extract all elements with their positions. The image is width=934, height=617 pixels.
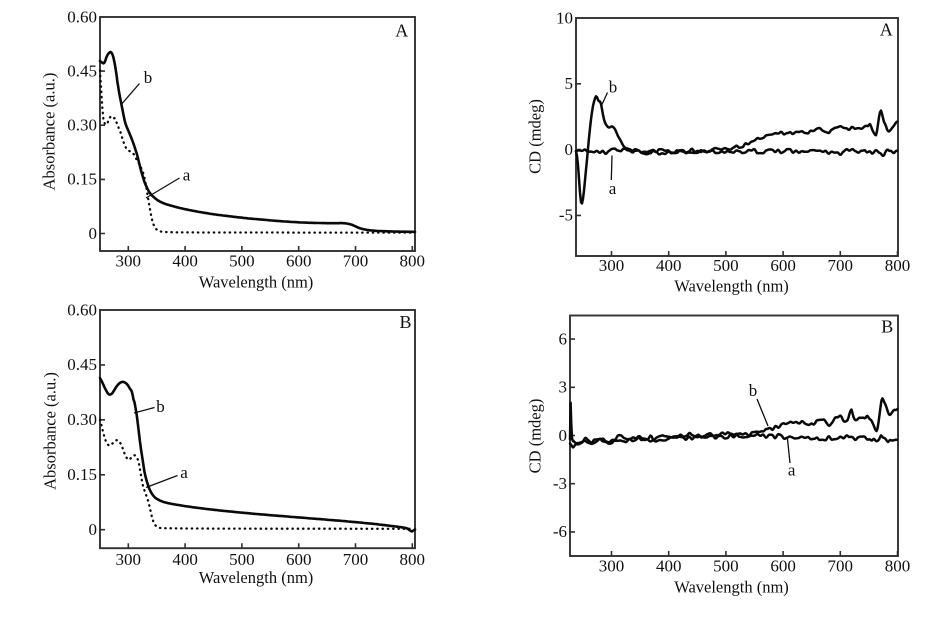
svg-text:Wavelength (nm): Wavelength (nm) — [674, 577, 789, 596]
svg-text:400: 400 — [656, 256, 682, 275]
svg-text:b: b — [156, 397, 165, 416]
svg-text:B: B — [399, 312, 411, 332]
svg-text:800: 800 — [400, 550, 426, 569]
svg-text:800: 800 — [400, 251, 426, 270]
svg-text:Wavelength (nm): Wavelength (nm) — [199, 272, 314, 291]
svg-text:0.60: 0.60 — [67, 7, 97, 26]
svg-text:3: 3 — [559, 378, 568, 397]
svg-text:-5: -5 — [559, 206, 573, 225]
svg-text:Absorbance (a.u.): Absorbance (a.u.) — [40, 372, 59, 490]
svg-text:500: 500 — [229, 251, 255, 270]
svg-text:Wavelength (nm): Wavelength (nm) — [674, 276, 789, 295]
svg-text:700: 700 — [828, 556, 854, 575]
svg-text:A: A — [395, 21, 408, 41]
svg-text:Absorbance (a.u.): Absorbance (a.u.) — [39, 73, 58, 191]
svg-text:b: b — [609, 78, 618, 97]
svg-text:700: 700 — [343, 550, 369, 569]
svg-text:CD (mdeg): CD (mdeg) — [525, 99, 544, 174]
svg-text:600: 600 — [286, 251, 312, 270]
svg-text:a: a — [788, 461, 796, 480]
svg-text:0.45: 0.45 — [67, 61, 97, 80]
svg-text:0: 0 — [89, 224, 98, 243]
svg-text:0.30: 0.30 — [67, 410, 97, 429]
svg-text:0.15: 0.15 — [67, 170, 97, 189]
svg-text:Wavelength (nm): Wavelength (nm) — [199, 568, 314, 587]
svg-text:b: b — [144, 68, 153, 87]
svg-text:600: 600 — [286, 550, 312, 569]
svg-text:0.45: 0.45 — [67, 355, 97, 374]
svg-text:10: 10 — [556, 8, 573, 27]
svg-text:CD (mdeg): CD (mdeg) — [525, 399, 544, 474]
svg-text:B: B — [881, 317, 893, 337]
svg-text:800: 800 — [885, 256, 911, 275]
svg-text:600: 600 — [770, 556, 796, 575]
svg-text:300: 300 — [116, 550, 142, 569]
svg-text:300: 300 — [599, 556, 625, 575]
svg-text:0.60: 0.60 — [67, 300, 97, 319]
svg-text:a: a — [183, 166, 191, 185]
svg-text:b: b — [749, 381, 758, 400]
svg-text:600: 600 — [770, 256, 796, 275]
svg-text:0: 0 — [89, 520, 98, 539]
svg-text:800: 800 — [885, 556, 911, 575]
svg-text:500: 500 — [713, 556, 739, 575]
svg-text:-3: -3 — [553, 474, 567, 493]
svg-text:700: 700 — [828, 256, 854, 275]
svg-text:5: 5 — [565, 74, 574, 93]
svg-text:a: a — [180, 463, 188, 482]
svg-text:-6: -6 — [553, 522, 567, 541]
svg-text:400: 400 — [172, 550, 198, 569]
svg-text:0.30: 0.30 — [67, 116, 97, 135]
svg-text:400: 400 — [172, 251, 198, 270]
svg-text:400: 400 — [656, 556, 682, 575]
svg-text:a: a — [609, 179, 617, 198]
svg-text:0: 0 — [565, 140, 574, 159]
svg-text:700: 700 — [343, 251, 369, 270]
svg-text:A: A — [880, 19, 893, 39]
svg-text:0: 0 — [559, 426, 568, 445]
svg-text:6: 6 — [559, 329, 568, 348]
svg-text:500: 500 — [713, 256, 739, 275]
svg-text:500: 500 — [229, 550, 255, 569]
svg-text:300: 300 — [116, 251, 142, 270]
svg-text:300: 300 — [599, 256, 625, 275]
svg-text:0.15: 0.15 — [67, 465, 97, 484]
